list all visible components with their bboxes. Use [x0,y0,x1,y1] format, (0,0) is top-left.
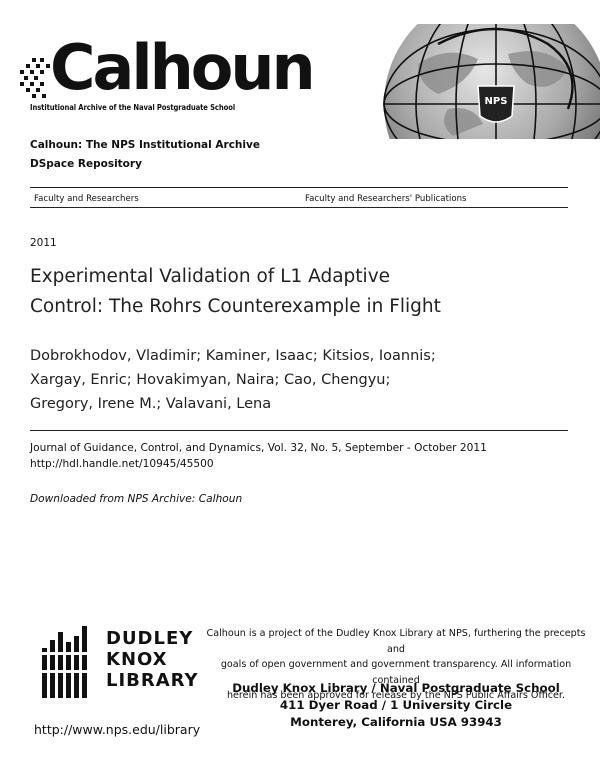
divider [30,187,568,188]
about-line: goals of open government and government … [220,659,572,686]
address-line: Dudley Knox Library / Naval Postgraduate… [232,681,560,695]
library-url-link[interactable]: http://www.nps.edu/library [34,722,201,737]
collection-link-right[interactable]: Faculty and Researchers' Publications [305,194,467,204]
publication-year: 2011 [30,237,57,249]
dk-wordmark-line: DUDLEY [106,628,194,649]
about-text: Calhoun is a project of the Dudley Knox … [196,626,596,704]
library-address: Dudley Knox Library / Naval Postgraduate… [196,680,596,731]
authors-line: Xargay, Enric; Hovakimyan, Naira; Cao, C… [30,372,391,388]
downloaded-note: Downloaded from NPS Archive: Calhoun [30,493,243,505]
authors-line: Gregory, Irene M.; Valavani, Lena [30,396,272,412]
calhoun-logo-tagline: Institutional Archive of the Naval Postg… [30,103,236,112]
calhoun-logo: Calhoun [50,31,316,104]
repository-name: DSpace Repository [30,158,142,170]
nps-seal-label: NPS [485,96,508,107]
collection-link-left[interactable]: Faculty and Researchers [34,194,139,204]
title-line: Experimental Validation of L1 Adaptive [30,266,391,287]
archive-name: Calhoun: The NPS Institutional Archive [30,139,260,151]
dk-wordmark-line: KNOX [106,649,168,670]
about-line: Calhoun is a project of the Dudley Knox … [206,628,586,655]
divider [30,207,568,208]
handle-link[interactable]: http://hdl.handle.net/10945/45500 [30,458,214,470]
dk-wordmark-line: LIBRARY [106,670,199,691]
dudley-knox-logo-mark [40,626,90,698]
calhoun-logo-dots [20,58,50,98]
citation: Journal of Guidance, Control, and Dynami… [30,440,487,472]
address-line: 411 Dyer Road / 1 University Circle [279,698,513,712]
nps-seal: NPS [477,85,515,123]
globe-graphic: NPS [383,24,600,139]
authors: Dobrokhodov, Vladimir; Kaminer, Isaac; K… [30,344,570,416]
divider [30,430,568,431]
citation-text: Journal of Guidance, Control, and Dynami… [30,442,487,454]
dudley-knox-wordmark: DUDLEY KNOX LIBRARY [106,628,199,691]
authors-line: Dobrokhodov, Vladimir; Kaminer, Isaac; K… [30,348,436,364]
title-line: Control: The Rohrs Counterexample in Fli… [30,296,441,317]
address-line: Monterey, California USA 93943 [290,715,502,729]
document-title: Experimental Validation of L1 Adaptive C… [30,262,570,322]
about-line: herein has been approved for release by … [226,690,566,701]
